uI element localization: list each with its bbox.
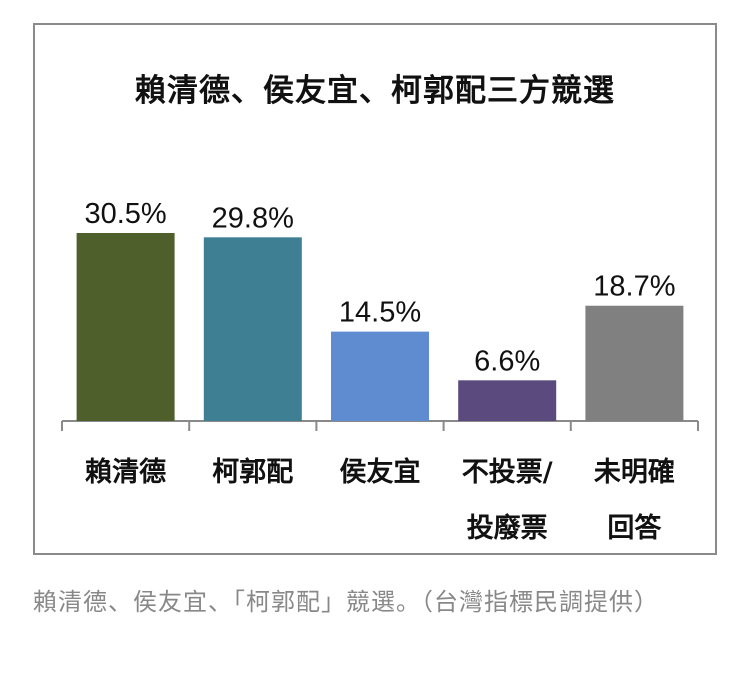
chart-frame: 賴清德、侯友宜、柯郭配三方競選 30.5% 賴清德 29.8% 柯郭配 14.5% 侯友宜… <box>33 23 717 555</box>
image-caption: 賴清德、侯友宜、「柯郭配」競選。（台灣指標民調提供） <box>33 588 659 616</box>
category-label: 賴清德 <box>85 457 166 488</box>
category-label: 未明確 <box>594 456 675 488</box>
data-label: 30.5% <box>84 198 166 230</box>
bar <box>585 305 684 421</box>
category-label: 投廢票 <box>467 512 548 544</box>
data-label: 14.5% <box>339 297 421 329</box>
chart-title: 賴清德、侯友宜、柯郭配三方競選 <box>135 73 615 109</box>
bar <box>203 237 302 421</box>
data-label: 29.8% <box>212 202 294 234</box>
category-label: 侯友宜 <box>340 456 421 488</box>
category-label: 回答 <box>607 512 662 544</box>
category-label: 不投票/ <box>462 457 553 488</box>
bar <box>458 380 557 421</box>
bar <box>331 331 429 421</box>
data-label: 6.6% <box>474 345 540 377</box>
bar <box>76 233 175 421</box>
data-label: 18.7% <box>593 271 675 303</box>
bar-chart: 30.5% 賴清德 29.8% 柯郭配 14.5% 侯友宜 6.6% 不投票/投廢票 18.7%… <box>61 198 699 544</box>
category-label: 柯郭配 <box>212 457 293 488</box>
